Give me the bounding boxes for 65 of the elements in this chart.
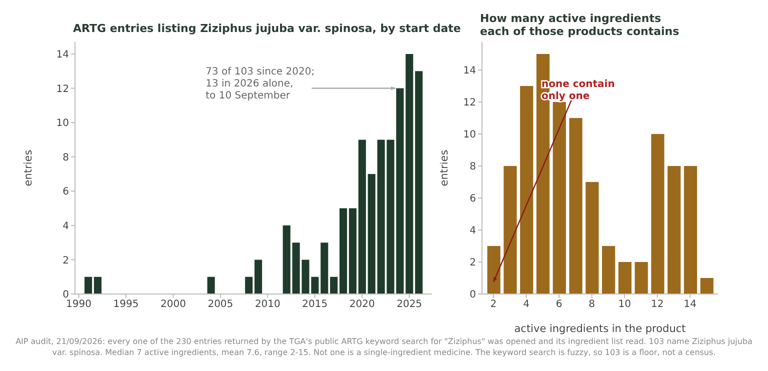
y-tick-label: 8	[470, 162, 476, 173]
y-tick-label: 6	[470, 194, 476, 205]
bar	[415, 71, 423, 294]
x-tick-label: 2005	[208, 299, 234, 310]
bar	[602, 246, 616, 294]
x-axis-title: active ingredients in the product	[514, 323, 686, 335]
text: AIP audit, 21/09/2026: every one of the 230 entries returned by the TGA's public ARTG keyword search for "Ziziphus" was opened and its ingredient list read. 103 name Ziziphus jujuba var. spinosa. Median 7 active ingredients, mean 7.6, range 2-15. Not one is a single-ingredient medicine. The keyword search is fuzzy, so 103 is a floor, not a census.	[14, 336, 754, 358]
bar	[84, 276, 92, 294]
y-axis-title: entries	[22, 150, 35, 186]
x-tick-label: 14	[684, 299, 697, 310]
x-tick-label: 2025	[396, 299, 422, 310]
y-tick-label: 4	[62, 220, 69, 232]
bar	[520, 86, 534, 294]
y-tick-label: 12	[56, 84, 69, 95]
bar	[634, 262, 648, 294]
y-tick-label: 4	[470, 226, 476, 237]
x-tick-label: 6	[556, 299, 562, 310]
bar	[569, 118, 582, 294]
x-tick-label: 2015	[302, 299, 328, 310]
y-tick-label: 2	[470, 258, 476, 269]
y-tick-label: 10	[56, 118, 69, 130]
chart-title: How many active ingredients each of those products contains	[480, 12, 680, 38]
y-tick-label: 8	[62, 152, 69, 164]
bar	[358, 140, 366, 294]
x-tick-label: 2020	[349, 299, 375, 310]
x-tick-label: 1995	[113, 299, 139, 310]
x-tick-label: 2000	[160, 299, 186, 310]
annotation: 73 of 103 since 2020; 13 in 2026 alone, to 10 September	[206, 66, 315, 102]
y-tick-label: 0	[470, 290, 476, 301]
bar	[651, 134, 664, 294]
bar	[320, 242, 328, 294]
x-tick-label: 2	[490, 299, 497, 310]
bar	[254, 260, 262, 294]
y-tick-label: 6	[62, 186, 69, 198]
bar	[700, 278, 714, 294]
bar	[207, 276, 215, 294]
bar	[94, 276, 102, 294]
chart-title: ARTG entries listing Ziziphus jujuba var. spinosa, by start date	[73, 22, 461, 35]
y-tick-label: 14	[463, 66, 476, 77]
bar	[245, 276, 253, 294]
bar	[330, 276, 338, 294]
bar	[487, 246, 500, 294]
y-tick-label: 14	[56, 50, 69, 61]
bar	[668, 166, 681, 294]
bar	[348, 208, 356, 294]
x-tick-label: 4	[523, 299, 530, 310]
bar	[340, 208, 348, 294]
bar	[282, 225, 290, 294]
x-tick-label: 1990	[66, 299, 92, 310]
bar	[618, 262, 632, 294]
y-tick-label: 10	[463, 130, 476, 141]
x-tick-label: 2010	[254, 299, 280, 310]
bar	[684, 166, 698, 294]
bar	[552, 102, 566, 294]
bar	[586, 182, 599, 294]
bar	[504, 166, 517, 294]
y-tick-label: 12	[463, 98, 476, 109]
x-tick-label: 10	[618, 299, 631, 310]
x-tick-label: 12	[650, 299, 664, 310]
y-tick-label: 0	[62, 290, 69, 301]
bar	[368, 174, 376, 294]
x-tick-label: 8	[588, 299, 595, 310]
y-tick-label: 2	[62, 255, 69, 266]
bar	[406, 54, 414, 294]
y-axis-title: entries	[438, 150, 451, 186]
